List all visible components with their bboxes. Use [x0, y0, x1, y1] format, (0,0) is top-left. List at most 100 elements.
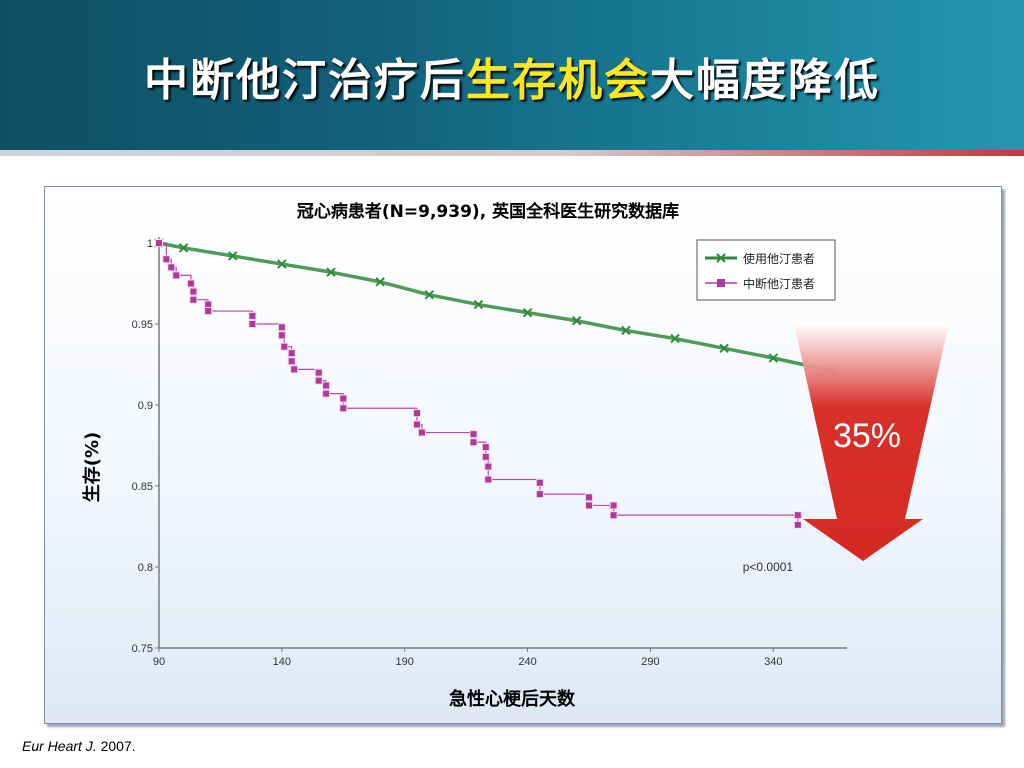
data-point-square [413, 420, 421, 429]
data-point-x [375, 277, 385, 287]
data-point-square [155, 239, 163, 247]
data-point-square [280, 342, 289, 351]
data-point-square [417, 428, 426, 437]
data-point-square [290, 365, 299, 374]
data-point-square [287, 357, 296, 366]
citation-year: 2007. [96, 738, 136, 754]
y-tick-label: 0.9 [138, 400, 153, 412]
x-tick-label: 90 [153, 656, 165, 668]
data-point-square [186, 279, 195, 288]
title-underline-stripe [0, 150, 1024, 156]
data-point-square [469, 430, 478, 439]
slide-title-part-2: 大幅度降低 [650, 55, 880, 106]
data-point-x [326, 267, 336, 277]
data-point-square [484, 475, 493, 484]
data-point-square [172, 271, 181, 280]
y-tick-label: 1 [147, 238, 153, 250]
data-point-square [339, 394, 348, 403]
data-point-square [322, 389, 331, 398]
y-tick-label: 0.8 [138, 562, 153, 574]
data-point-x [522, 307, 533, 318]
data-point-square [204, 300, 213, 309]
data-point-x [228, 251, 238, 261]
data-point-square [314, 376, 323, 385]
km-survival-chart: 冠心病患者(N=9,939), 英国全科医生研究数据库 急性心梗后天数 生存(%… [81, 201, 949, 710]
data-point-square [793, 520, 802, 529]
data-point-square [189, 295, 198, 304]
drop-arrow-icon [794, 323, 949, 561]
marker-stroke [621, 325, 631, 336]
data-point-square [535, 490, 544, 499]
data-point-x [621, 325, 631, 336]
citation-journal: Eur Heart J. [22, 738, 97, 754]
data-point-square [248, 311, 257, 320]
annotations: p<0.0001 35% [743, 323, 949, 574]
y-tick-label: 0.75 [132, 643, 153, 655]
slide-title-part-1: 中断他汀治疗后 [144, 55, 466, 106]
data-point-square [189, 287, 198, 296]
legend-label: 中断他汀患者 [743, 276, 815, 291]
data-point-x [178, 243, 189, 253]
slide-title-highlight: 生存机会 [466, 55, 650, 106]
data-point-x [719, 343, 729, 354]
citation: Eur Heart J. 2007. [22, 738, 136, 754]
marker-stroke [277, 259, 287, 269]
data-point-x [572, 316, 582, 326]
x-tick-label: 290 [641, 656, 659, 668]
title-bar [0, 0, 1024, 150]
x-axis-label: 急性心梗后天数 [449, 688, 576, 710]
data-point-x [670, 333, 680, 344]
marker-stroke [522, 307, 533, 318]
marker-stroke [572, 316, 582, 326]
data-point-square [469, 438, 478, 447]
slide-title: 中断他汀治疗后生存机会大幅度降低 [0, 44, 1024, 108]
data-point-square [277, 323, 286, 332]
data-point-square [609, 511, 618, 520]
marker-stroke [375, 277, 385, 287]
marker-stroke [719, 343, 729, 354]
data-point-square [314, 368, 323, 377]
marker-stroke [768, 353, 778, 363]
data-point-x [424, 290, 434, 300]
chart-title: 冠心病患者(N=9,939), 英国全科医生研究数据库 [297, 201, 679, 222]
data-point-square [585, 493, 593, 502]
x-tick-label: 340 [764, 656, 782, 668]
data-point-square [167, 263, 176, 272]
legend-label: 使用他汀患者 [743, 251, 815, 266]
p-value-label: p<0.0001 [743, 560, 794, 574]
data-point-square [481, 443, 490, 452]
data-point-square [585, 501, 593, 510]
data-point-x [277, 259, 287, 269]
marker-stroke [473, 299, 484, 310]
data-point-square [277, 331, 286, 340]
data-point-square [609, 501, 618, 510]
marker-stroke [424, 290, 434, 300]
y-axis-label: 生存(%) [81, 432, 103, 503]
marker-stroke [326, 267, 336, 277]
data-point-square [204, 307, 213, 316]
data-point-x [768, 353, 778, 363]
series-2 [155, 239, 802, 529]
data-point-square [287, 349, 296, 358]
data-point-square [535, 478, 544, 487]
marker-stroke [228, 251, 238, 261]
data-point-square [162, 255, 171, 264]
data-point-square [484, 462, 493, 471]
legend-box [696, 239, 836, 301]
data-point-square [248, 320, 257, 328]
y-tick-label: 0.95 [132, 319, 153, 331]
x-tick-label: 240 [518, 656, 536, 668]
data-point-square [413, 409, 421, 418]
data-point-square [322, 381, 331, 390]
legend-swatch-marker [716, 253, 726, 263]
marker-stroke [670, 333, 680, 344]
series-layer [154, 238, 840, 529]
chart-panel: 冠心病患者(N=9,939), 英国全科医生研究数据库 急性心梗后天数 生存(%… [44, 186, 1002, 724]
data-point-square [481, 452, 490, 461]
legend-swatch-marker [717, 279, 725, 287]
data-point-square [339, 404, 348, 413]
data-point-square [793, 511, 802, 520]
marker-stroke [178, 243, 189, 253]
